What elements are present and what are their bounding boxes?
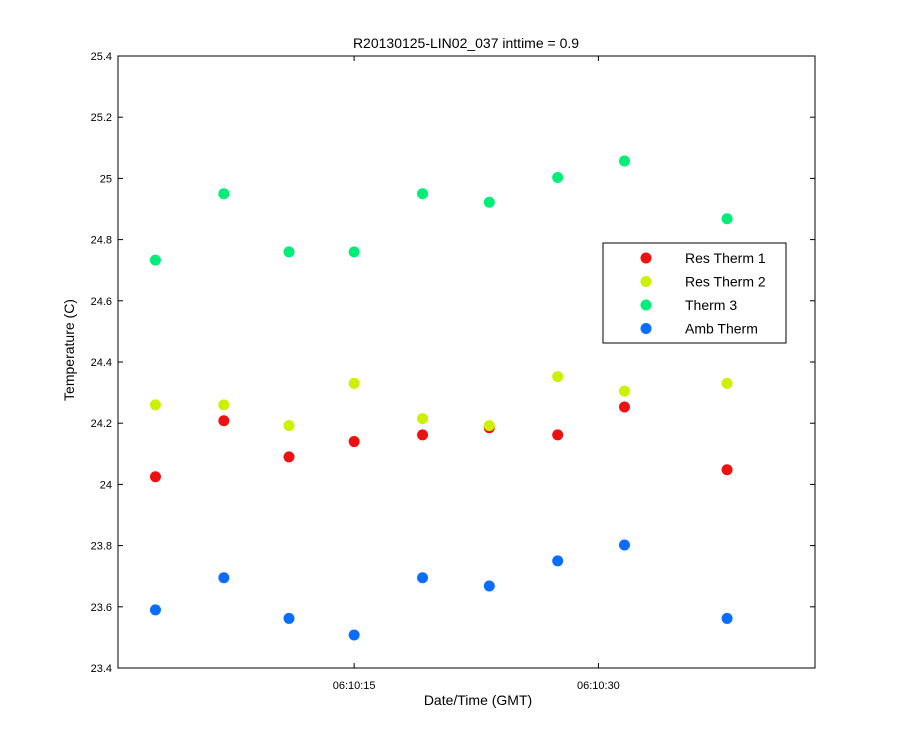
- plot-area: [117, 55, 816, 669]
- point-therm-3: [417, 188, 429, 200]
- y-tick-label: 23.6: [91, 602, 112, 614]
- y-tick-label: 25.4: [91, 51, 112, 63]
- point-amb-therm: [618, 539, 630, 551]
- point-therm-3: [618, 155, 630, 167]
- data-points: [149, 155, 733, 641]
- y-tick-label: 25: [100, 173, 112, 185]
- point-amb-therm: [552, 555, 564, 567]
- point-res-therm-2: [721, 377, 733, 389]
- y-tick-label: 24.4: [91, 357, 112, 369]
- point-amb-therm: [417, 572, 429, 584]
- point-res-therm-2: [283, 420, 295, 432]
- y-axis: 23.4 23.6 23.8 24 24.2 24.4 24.6 24.8 25 25.2 25.4: [91, 51, 815, 675]
- point-res-therm-2: [417, 413, 429, 425]
- point-therm-3: [483, 196, 495, 208]
- point-amb-therm: [218, 572, 230, 584]
- point-res-therm-1: [149, 471, 161, 483]
- point-therm-3: [721, 213, 733, 225]
- point-res-therm-2: [348, 377, 360, 389]
- point-amb-therm: [283, 612, 295, 624]
- y-tick-label: 23.4: [91, 663, 112, 675]
- legend-label-res-therm-2: Res Therm 2: [685, 274, 766, 290]
- legend-marker-therm-3: [640, 299, 652, 311]
- point-therm-3: [283, 246, 295, 258]
- legend-label-res-therm-1: Res Therm 1: [685, 250, 766, 266]
- x-tick-label: 06:10:15: [333, 680, 376, 692]
- point-res-therm-2: [618, 385, 630, 397]
- point-res-therm-1: [618, 401, 630, 413]
- point-res-therm-1: [552, 429, 564, 441]
- y-axis-title: Temperature (C): [61, 299, 77, 401]
- legend-marker-res-therm-1: [640, 252, 652, 264]
- point-amb-therm: [721, 612, 733, 624]
- y-tick-label: 23.8: [91, 541, 112, 553]
- y-tick-label: 24.8: [91, 235, 112, 247]
- legend-marker-amb-therm: [640, 323, 652, 334]
- point-res-therm-1: [283, 451, 295, 463]
- legend-label-amb-therm: Amb Therm: [685, 321, 758, 337]
- point-amb-therm: [149, 604, 161, 616]
- point-res-therm-1: [218, 415, 230, 427]
- point-therm-3: [552, 171, 564, 183]
- legend-box: [602, 242, 787, 344]
- point-res-therm-1: [348, 436, 360, 448]
- point-therm-3: [149, 254, 161, 266]
- point-res-therm-2: [552, 371, 564, 383]
- y-tick-label: 24.2: [91, 418, 112, 430]
- legend-label-therm-3: Therm 3: [685, 297, 737, 313]
- legend: Res Therm 1 Res Therm 2 Therm 3 Amb Therm: [602, 242, 787, 344]
- point-amb-therm: [483, 580, 495, 592]
- point-res-therm-2: [149, 399, 161, 411]
- x-axis-title: Date/Time (GMT): [424, 692, 532, 708]
- point-res-therm-2: [483, 420, 495, 432]
- x-axis: 06:10:15 06:10:30: [333, 56, 620, 692]
- point-res-therm-1: [721, 464, 733, 476]
- legend-marker-res-therm-2: [640, 276, 652, 287]
- x-tick-label: 06:10:30: [577, 680, 620, 692]
- point-amb-therm: [348, 629, 360, 641]
- point-therm-3: [348, 246, 360, 258]
- y-tick-label: 24: [100, 479, 112, 491]
- point-therm-3: [218, 188, 230, 200]
- point-res-therm-1: [417, 429, 429, 441]
- chart-title: R20130125-LIN02_037 inttime = 0.9: [353, 35, 579, 51]
- y-tick-label: 25.2: [91, 112, 112, 124]
- y-tick-label: 24.6: [91, 296, 112, 308]
- point-res-therm-2: [218, 399, 230, 411]
